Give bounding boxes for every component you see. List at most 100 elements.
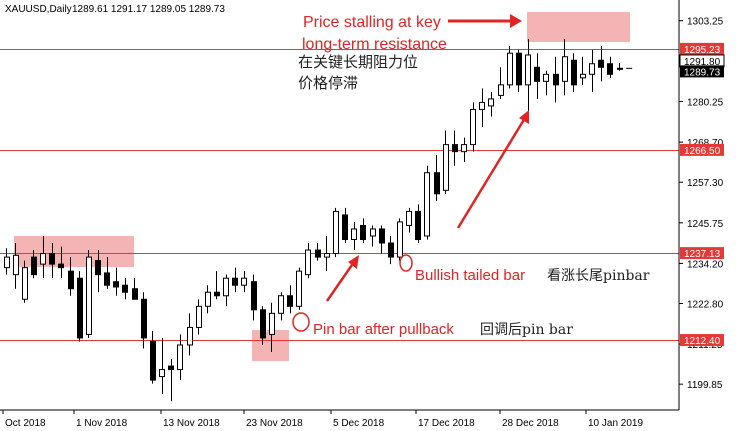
candle — [168, 359, 174, 402]
ohlc-label: 1289.61 1291.17 1289.05 1289.73 — [72, 4, 225, 15]
candle-body-bull — [13, 254, 19, 276]
x-ticks: Oct 2018 1 Nov 2018 13 Nov 2018 23 Nov 2018… — [2, 410, 643, 429]
candle — [31, 250, 37, 279]
candle — [269, 302, 275, 352]
candle — [324, 236, 330, 272]
candle — [305, 243, 311, 279]
pinbar-circle — [292, 312, 310, 332]
candle-body-bull — [159, 369, 165, 378]
pinbar-arrow-icon — [348, 255, 359, 269]
candle-body-bull — [22, 267, 28, 300]
candle — [49, 243, 55, 279]
candle-body-bear — [415, 210, 421, 241]
highlight-zones — [14, 12, 630, 361]
candle — [388, 236, 394, 265]
x-tick-label: 23 Nov 2018 — [246, 418, 303, 429]
y-tick-label: 1280.25 — [687, 98, 724, 109]
candle — [424, 165, 430, 240]
candle — [196, 299, 202, 335]
level-price-label: 1295.23 — [684, 45, 721, 56]
candle-body-bull — [498, 84, 504, 96]
candle-body-bear — [360, 224, 366, 241]
candle-body-bull — [241, 277, 247, 286]
candle — [452, 130, 458, 166]
candle — [488, 91, 494, 117]
pinbar-note-en: Pin bar after pullback — [313, 321, 454, 338]
candle-body-bear — [31, 256, 37, 276]
candle-body-bull — [580, 73, 586, 79]
level-price-label-bg — [680, 247, 724, 260]
candle-body-bull — [177, 344, 183, 371]
candle-body-bear — [58, 263, 64, 269]
y-tick-label: 1257.30 — [687, 178, 724, 189]
candle — [104, 257, 110, 289]
candle-body-bull — [443, 144, 449, 191]
candle — [589, 49, 595, 92]
candle — [260, 306, 266, 345]
candle — [159, 337, 165, 395]
candle-body-bull — [86, 256, 92, 335]
candle-body-bull — [351, 228, 357, 241]
candle — [580, 56, 586, 85]
candle — [562, 39, 568, 96]
support-zone-bottom — [252, 330, 289, 361]
candle-body-bull — [4, 256, 10, 269]
candle-body-bull — [461, 144, 467, 153]
candle-body-bull — [278, 295, 284, 314]
candle-body-bear — [214, 291, 220, 297]
candle — [333, 207, 339, 258]
candle-body-bull — [370, 228, 376, 237]
candle-body-bear — [571, 59, 577, 86]
y-tick-label: 1222.80 — [687, 299, 724, 310]
candle-body-bull — [40, 253, 46, 265]
candle-body-bear — [388, 242, 394, 258]
candle — [516, 49, 522, 92]
candle — [370, 225, 376, 247]
candle — [507, 46, 513, 89]
candle — [479, 88, 485, 128]
candle-body-bear — [434, 172, 440, 195]
candle-body-bull — [507, 52, 513, 86]
candle — [13, 243, 19, 289]
candle — [86, 250, 92, 338]
level-price-label: 1212.40 — [684, 336, 721, 347]
candle — [534, 53, 540, 99]
candle — [241, 271, 247, 293]
candle — [278, 292, 284, 321]
candle — [525, 39, 531, 113]
candle-body-bear — [68, 270, 74, 290]
candle — [223, 274, 229, 307]
candle-body-bear — [553, 73, 559, 86]
annotations: Price stalling at key long-term resistan… — [292, 14, 650, 338]
resistance-note-en-2: long-term resistance — [302, 36, 447, 53]
candle-body-bull — [305, 249, 311, 276]
current-price-label: 1289.73 — [684, 67, 721, 78]
candle-body-bear — [607, 63, 613, 75]
candle-body-bear — [287, 295, 293, 307]
candle — [287, 285, 293, 314]
level-price-label-bg — [680, 42, 724, 55]
candle — [113, 267, 119, 296]
candle — [360, 218, 366, 244]
candle — [68, 257, 74, 296]
level-price-label-bg — [680, 143, 724, 156]
candle-body-bull — [269, 312, 275, 335]
candle-body-bull — [397, 221, 403, 258]
candle — [434, 155, 440, 201]
candle — [132, 278, 138, 300]
candle — [617, 63, 623, 71]
y-tick-label: 1199.85 — [687, 380, 723, 391]
candle — [443, 130, 449, 194]
candle-body-bull — [479, 101, 485, 110]
candle — [40, 236, 46, 279]
candle — [4, 248, 10, 275]
candle — [77, 271, 83, 342]
bullish-bar-circle — [399, 254, 413, 272]
y-tick-label: 1303.25 — [687, 17, 724, 28]
candle-body-bear — [168, 365, 174, 371]
candle-body-bear — [315, 249, 321, 258]
candle — [470, 102, 476, 152]
candle-body-bear — [534, 66, 540, 82]
level-price-label: 1266.50 — [684, 146, 721, 157]
